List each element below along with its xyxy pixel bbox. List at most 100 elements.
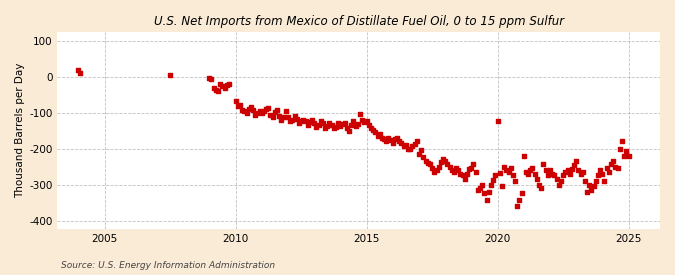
Point (379, 137, 389, 141)
Point (329, 126, 340, 131)
Point (267, 115, 278, 120)
Point (448, 169, 459, 174)
Point (346, 122, 357, 127)
Point (324, 121, 335, 125)
Point (215, 82, 225, 86)
Point (577, 169, 588, 174)
Point (597, 172, 608, 176)
Point (368, 128, 379, 133)
Point (230, 98, 241, 103)
Point (315, 119, 326, 123)
Point (285, 119, 296, 123)
Point (514, 198, 524, 203)
Point (575, 172, 586, 176)
Point (263, 106, 273, 110)
Point (256, 111, 267, 115)
Point (165, 73, 176, 78)
Point (599, 179, 610, 183)
Point (392, 136, 402, 140)
Point (271, 108, 282, 112)
Point (416, 148, 427, 152)
Point (385, 138, 396, 142)
Point (370, 130, 381, 134)
Point (591, 179, 601, 183)
Point (619, 153, 630, 158)
Point (584, 182, 595, 187)
Point (431, 168, 442, 172)
Point (213, 89, 223, 94)
Point (211, 87, 221, 92)
Point (468, 162, 479, 167)
Point (418, 155, 429, 160)
Point (433, 164, 444, 169)
Point (223, 81, 234, 86)
Point (352, 122, 363, 126)
Point (603, 169, 614, 174)
Point (239, 109, 250, 114)
Point (377, 136, 387, 140)
Point (508, 173, 518, 177)
Point (252, 111, 263, 115)
Point (340, 121, 350, 125)
Point (545, 168, 556, 172)
Point (554, 182, 564, 187)
Point (531, 177, 542, 181)
Point (350, 123, 361, 128)
Point (503, 169, 514, 174)
Point (621, 149, 632, 153)
Point (516, 191, 527, 196)
Point (335, 123, 346, 128)
Point (571, 159, 582, 163)
Point (485, 182, 496, 187)
Point (566, 167, 577, 171)
Point (354, 112, 365, 116)
Point (586, 188, 597, 192)
Point (383, 136, 394, 140)
Point (342, 126, 352, 131)
Point (326, 122, 337, 127)
Point (525, 168, 536, 172)
Point (466, 166, 477, 170)
Point (614, 146, 625, 151)
Point (337, 122, 348, 126)
Point (287, 117, 298, 122)
Point (556, 179, 566, 183)
Point (593, 173, 603, 177)
Point (237, 107, 248, 112)
Point (605, 162, 616, 167)
Point (518, 153, 529, 158)
Point (276, 117, 287, 122)
Point (344, 129, 354, 133)
Point (536, 186, 547, 190)
Point (265, 113, 276, 117)
Point (470, 169, 481, 174)
Point (372, 133, 383, 138)
Point (601, 166, 612, 170)
Point (429, 169, 439, 174)
Point (616, 139, 627, 144)
Point (420, 159, 431, 163)
Point (499, 164, 510, 169)
Point (477, 182, 488, 187)
Point (612, 166, 623, 170)
Text: Source: U.S. Energy Information Administration: Source: U.S. Energy Information Administ… (61, 260, 275, 270)
Point (254, 109, 265, 114)
Point (589, 184, 599, 188)
Point (547, 172, 558, 176)
Point (439, 159, 450, 163)
Point (492, 119, 503, 123)
Point (348, 119, 359, 123)
Point (398, 144, 409, 148)
Point (308, 121, 319, 125)
Point (291, 116, 302, 121)
Point (281, 109, 292, 114)
Point (400, 143, 411, 147)
Point (300, 119, 311, 123)
Y-axis label: Thousand Barrels per Day: Thousand Barrels per Day (15, 63, 25, 198)
Point (608, 159, 619, 163)
Point (75, 70, 86, 75)
Point (494, 170, 505, 175)
Point (490, 173, 501, 177)
Point (551, 177, 562, 181)
Point (394, 139, 405, 144)
